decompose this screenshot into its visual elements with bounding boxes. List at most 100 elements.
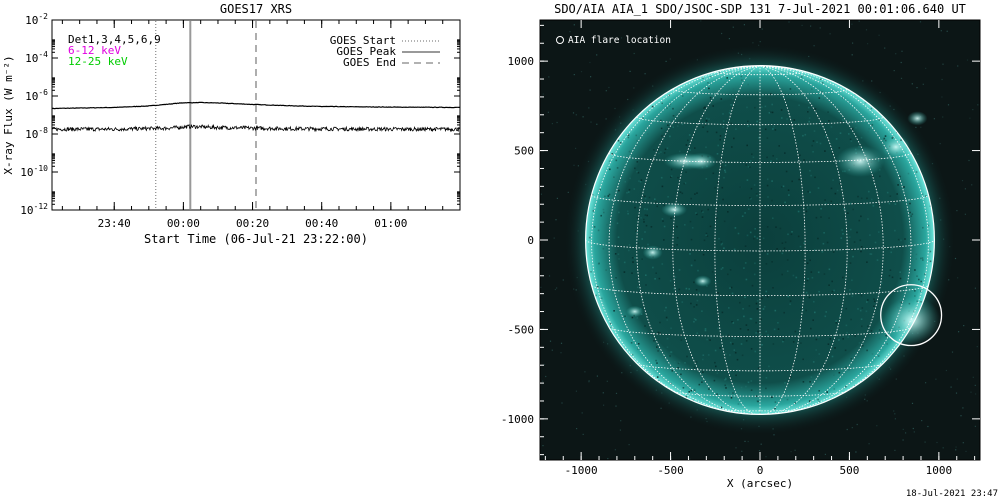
- disk-speck: [750, 348, 753, 350]
- noise-speck: [810, 25, 812, 27]
- disk-speck: [611, 153, 613, 155]
- disk-speck: [920, 290, 922, 292]
- disk-speck: [813, 130, 816, 132]
- disk-speck: [713, 379, 716, 382]
- disk-speck: [805, 210, 808, 213]
- disk-speck: [681, 95, 684, 97]
- disk-speck: [741, 215, 744, 217]
- noise-speck: [852, 42, 854, 44]
- disk-speck: [674, 276, 677, 278]
- disk-speck: [888, 202, 891, 205]
- disk-speck: [900, 239, 902, 242]
- disk-speck: [626, 210, 629, 213]
- disk-speck: [888, 274, 891, 277]
- noise-speck: [851, 54, 853, 56]
- noise-speck: [951, 351, 954, 353]
- disk-speck: [821, 250, 824, 253]
- disk-speck: [631, 272, 633, 274]
- goes-annotation: 12-25 keV: [68, 55, 128, 68]
- disk-speck: [755, 193, 758, 195]
- disk-speck: [670, 168, 673, 171]
- disk-speck: [852, 202, 854, 205]
- disk-speck: [786, 118, 788, 120]
- disk-speck: [743, 315, 745, 318]
- disk-speck: [698, 383, 701, 386]
- noise-speck: [972, 109, 974, 111]
- disk-speck: [756, 120, 758, 123]
- disk-speck: [702, 77, 704, 79]
- disk-speck: [708, 118, 710, 120]
- disk-speck: [749, 317, 752, 320]
- disk-speck: [600, 214, 602, 217]
- noise-speck: [941, 78, 943, 81]
- disk-speck: [754, 228, 756, 230]
- disk-speck: [640, 179, 643, 181]
- disk-speck: [832, 179, 834, 181]
- disk-speck: [669, 351, 672, 353]
- disk-speck: [721, 311, 724, 314]
- disk-speck: [719, 135, 722, 137]
- aia-x-tick-label: 500: [839, 464, 859, 477]
- aia-x-tick-label: 0: [757, 464, 764, 477]
- disk-speck: [803, 242, 805, 245]
- disk-speck: [831, 355, 834, 358]
- disk-speck: [775, 158, 778, 160]
- disk-speck: [674, 118, 676, 121]
- disk-speck: [800, 308, 802, 311]
- disk-speck: [820, 78, 822, 80]
- disk-speck: [749, 231, 752, 234]
- disk-speck: [702, 371, 704, 373]
- disk-speck: [635, 230, 637, 232]
- disk-speck: [750, 187, 753, 190]
- disk-speck: [786, 398, 789, 401]
- disk-speck: [673, 287, 675, 290]
- noise-speck: [576, 428, 578, 430]
- disk-speck: [693, 388, 696, 391]
- disk-speck: [805, 206, 807, 209]
- noise-speck: [542, 380, 544, 382]
- disk-speck: [654, 278, 656, 280]
- disk-speck: [737, 319, 739, 321]
- disk-speck: [771, 396, 773, 398]
- disk-speck: [693, 390, 696, 392]
- disk-speck: [730, 122, 732, 125]
- disk-speck: [696, 213, 698, 216]
- disk-speck: [870, 253, 873, 255]
- disk-speck: [921, 257, 924, 259]
- disk-speck: [929, 205, 932, 207]
- noise-speck: [924, 441, 926, 443]
- disk-speck: [615, 159, 618, 162]
- disk-speck: [597, 229, 600, 232]
- noise-speck: [972, 376, 974, 378]
- disk-speck: [704, 106, 706, 109]
- goes-y-tick-label: 10-6: [25, 88, 48, 103]
- disk-speck: [661, 185, 664, 188]
- disk-speck: [590, 271, 592, 273]
- disk-speck: [825, 311, 827, 313]
- disk-speck: [746, 144, 748, 147]
- disk-speck: [720, 98, 723, 100]
- disk-speck: [809, 381, 811, 383]
- disk-speck: [624, 315, 626, 318]
- disk-speck: [744, 296, 746, 299]
- disk-speck: [688, 391, 690, 393]
- disk-speck: [629, 177, 631, 180]
- disk-speck: [690, 197, 692, 200]
- disk-speck: [835, 322, 838, 324]
- disk-speck: [848, 133, 850, 135]
- disk-speck: [852, 208, 854, 211]
- disk-speck: [640, 217, 642, 219]
- noise-speck: [788, 21, 790, 23]
- disk-speck: [741, 354, 744, 357]
- disk-speck: [776, 248, 778, 250]
- disk-speck: [779, 227, 782, 230]
- noise-speck: [867, 43, 869, 45]
- disk-speck: [751, 153, 753, 155]
- disk-speck: [716, 210, 718, 213]
- noise-speck: [747, 440, 749, 443]
- disk-speck: [630, 342, 633, 344]
- disk-speck: [870, 330, 873, 332]
- disk-speck: [678, 269, 681, 271]
- noise-speck: [893, 410, 895, 412]
- goes-legend-label: GOES End: [343, 56, 396, 69]
